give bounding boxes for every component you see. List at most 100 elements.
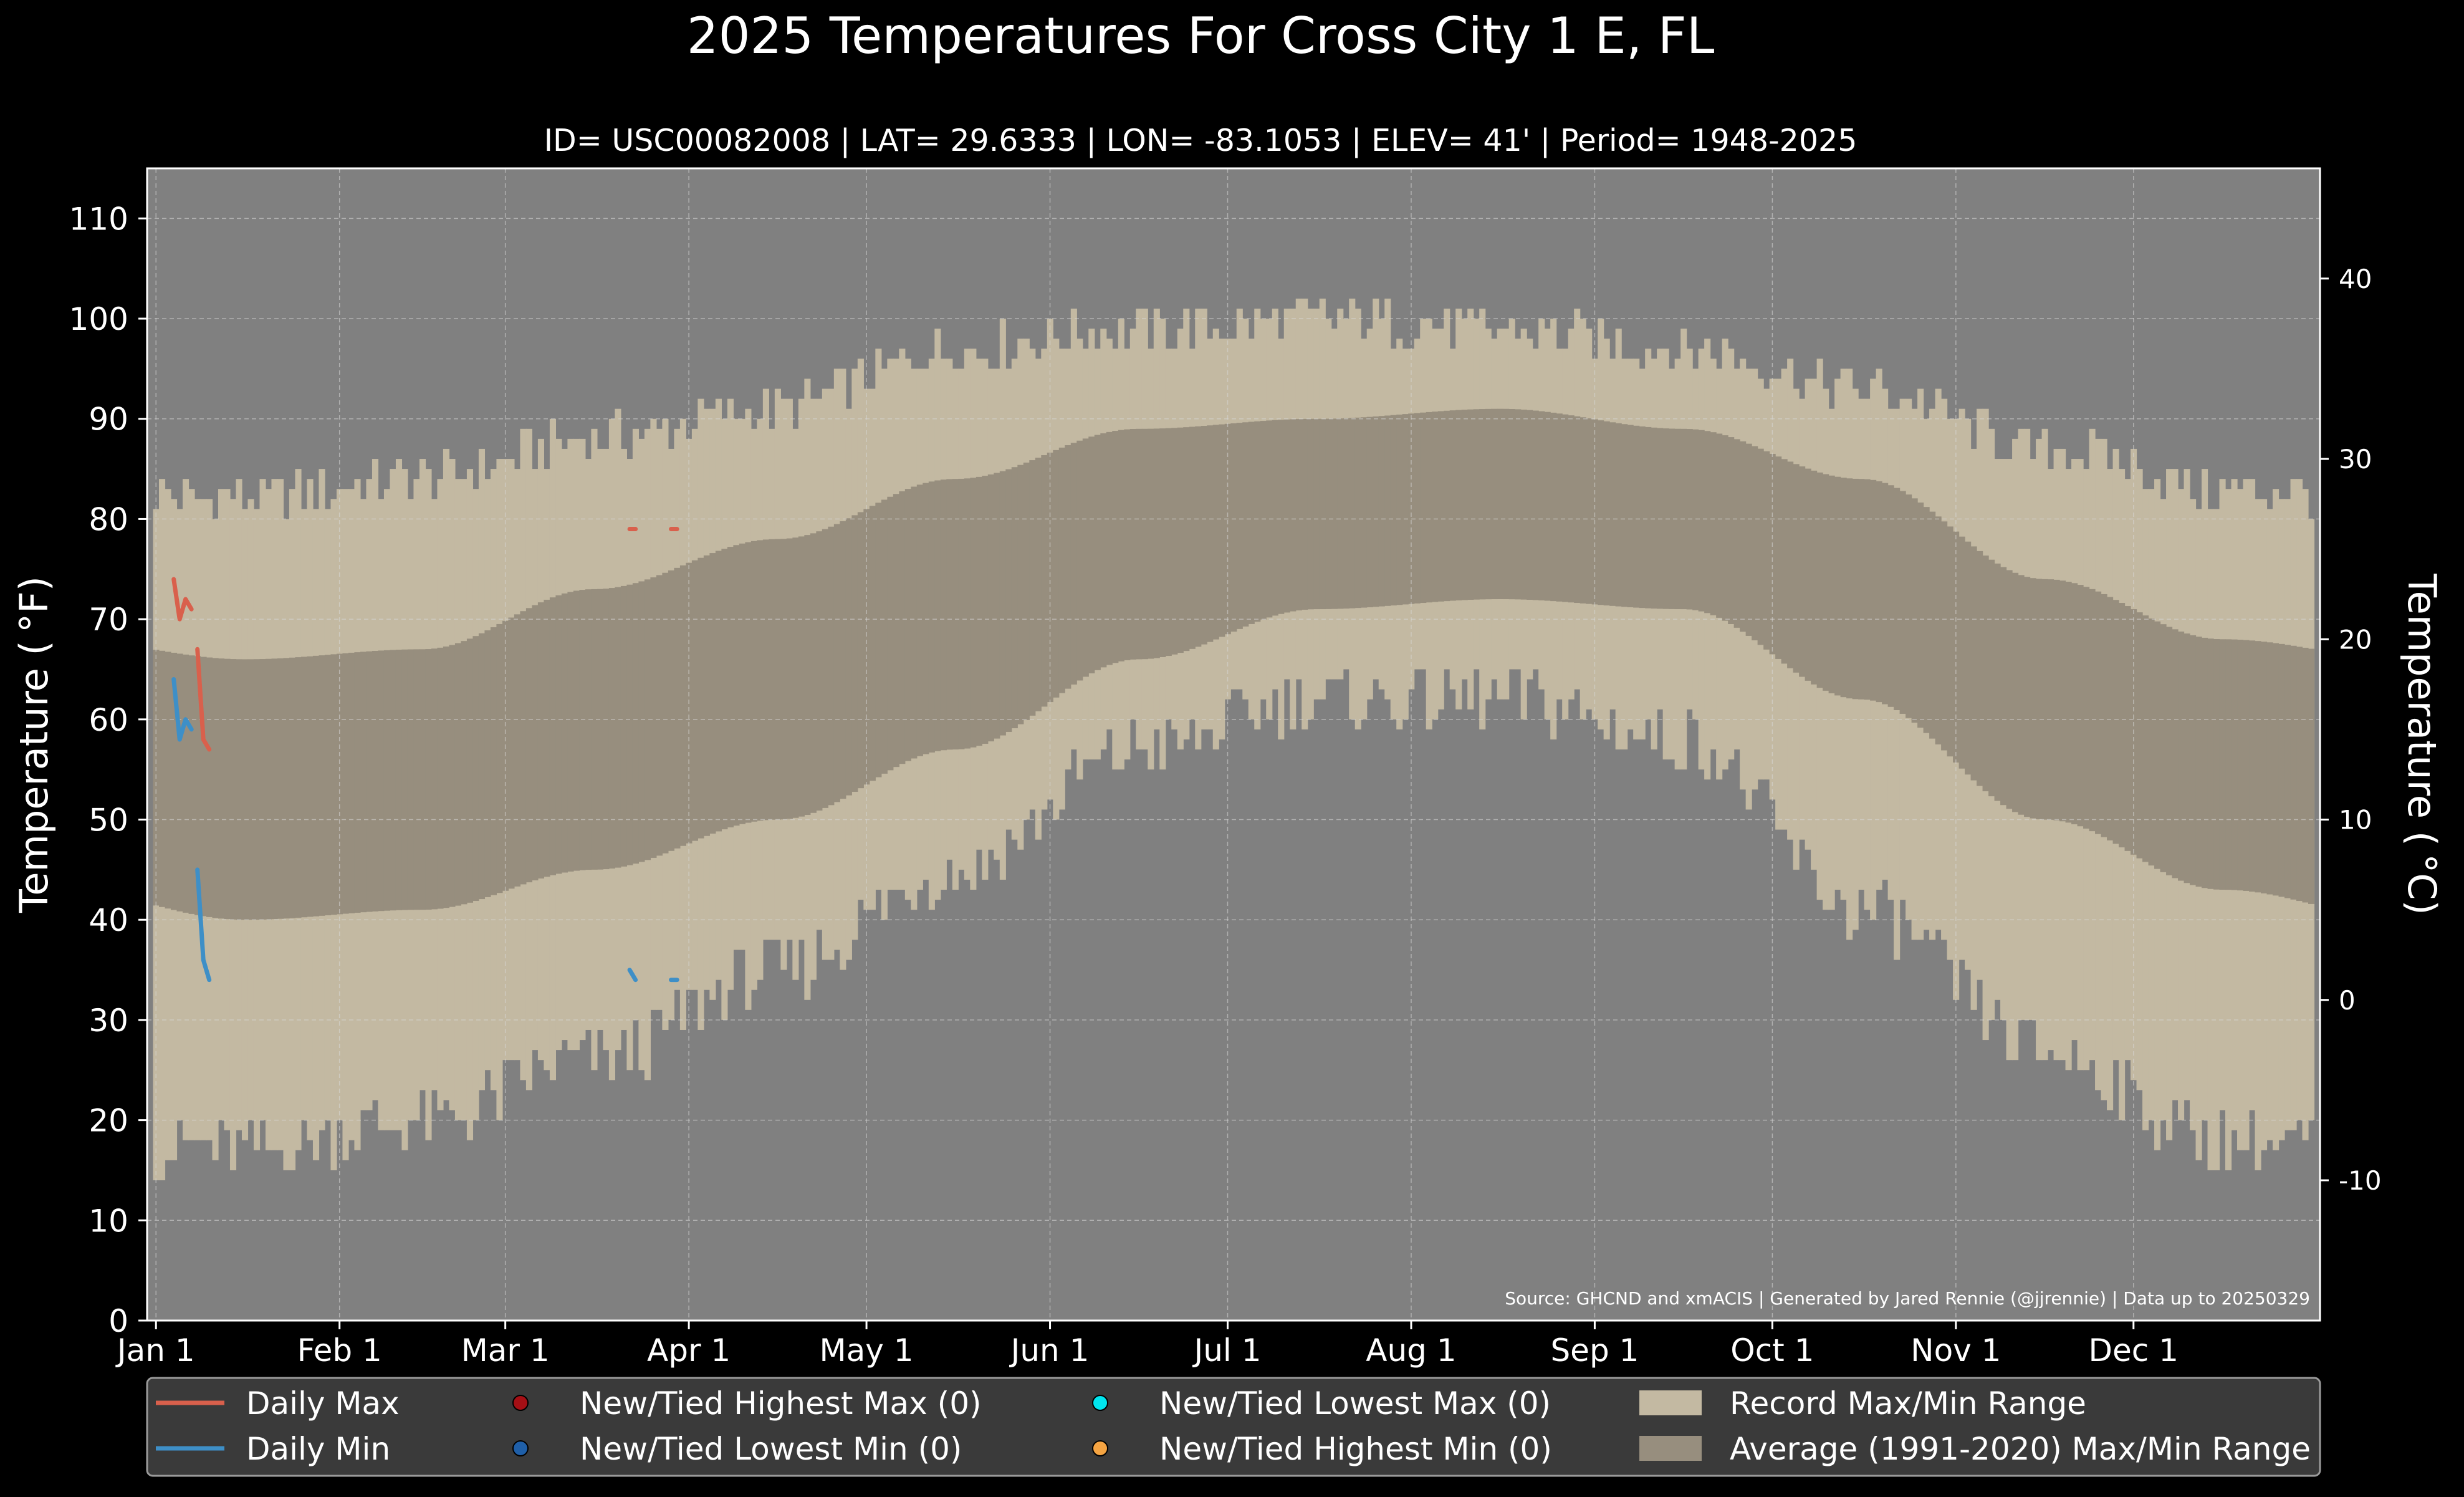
average-range-bar bbox=[1195, 426, 1202, 647]
average-range-bar bbox=[253, 659, 261, 920]
average-range-bar bbox=[437, 647, 444, 909]
average-range-bar bbox=[656, 575, 663, 856]
average-range-bar bbox=[182, 654, 189, 913]
average-range-bar bbox=[679, 565, 686, 846]
average-range-bar bbox=[2308, 648, 2315, 904]
y-tick-label: 0 bbox=[108, 1303, 128, 1339]
average-range-bar bbox=[804, 535, 811, 815]
average-range-bar bbox=[1538, 411, 1545, 600]
average-range-bar bbox=[1290, 419, 1297, 612]
average-range-bar bbox=[1011, 467, 1018, 728]
average-range-bar bbox=[1361, 417, 1368, 608]
average-range-bar bbox=[319, 655, 325, 916]
average-range-bar bbox=[1236, 423, 1243, 629]
average-range-bar bbox=[1272, 420, 1278, 616]
average-range-bars bbox=[153, 408, 2315, 920]
average-range-bar bbox=[200, 657, 207, 917]
average-range-bar bbox=[650, 577, 657, 858]
average-range-bar bbox=[247, 659, 254, 920]
legend-label: Daily Min bbox=[246, 1431, 390, 1467]
average-range-bar bbox=[573, 590, 580, 871]
average-range-bar bbox=[1100, 433, 1107, 668]
average-range-bar bbox=[851, 515, 858, 792]
average-range-bar bbox=[1479, 409, 1486, 600]
average-range-bar bbox=[1923, 507, 1930, 733]
average-range-bar bbox=[1325, 418, 1332, 609]
x-tick-label: Feb 1 bbox=[297, 1332, 382, 1369]
average-range-bar bbox=[1935, 516, 1942, 744]
average-range-bar bbox=[1426, 412, 1432, 603]
average-range-bar bbox=[2000, 567, 2007, 806]
average-range-bar bbox=[1917, 503, 1924, 728]
average-range-bar bbox=[425, 649, 432, 910]
average-range-bar bbox=[1136, 428, 1143, 660]
average-range-bar bbox=[1366, 416, 1373, 607]
average-range-bar bbox=[774, 539, 781, 820]
average-range-bar bbox=[1982, 556, 1989, 792]
average-range-bar bbox=[632, 583, 639, 864]
average-range-bar bbox=[461, 641, 467, 905]
average-range-bar bbox=[668, 570, 674, 851]
average-range-bar bbox=[2101, 594, 2107, 837]
average-range-bar bbox=[449, 645, 456, 907]
plot-area-frame bbox=[146, 167, 2321, 1322]
average-range-bar bbox=[229, 659, 237, 920]
average-range-bar bbox=[603, 589, 610, 870]
y-tick-label: 30 bbox=[89, 1003, 128, 1039]
average-range-bar bbox=[833, 524, 840, 802]
average-range-bar bbox=[899, 491, 906, 764]
average-range-bar bbox=[544, 599, 550, 877]
daily-min-line bbox=[195, 867, 212, 983]
average-range-bar bbox=[1953, 531, 1960, 763]
average-range-bar bbox=[1574, 416, 1581, 604]
average-range-bar bbox=[1254, 421, 1261, 622]
average-range-bar bbox=[2107, 597, 2114, 840]
average-range-bar bbox=[2213, 639, 2220, 890]
legend-marker-swatch bbox=[1092, 1440, 1108, 1456]
average-range-bar bbox=[1811, 470, 1818, 685]
average-range-bar bbox=[2172, 629, 2179, 878]
average-range-bar bbox=[1047, 452, 1053, 703]
y-right-tick-label: 10 bbox=[2339, 805, 2372, 835]
average-range-bar bbox=[2278, 643, 2285, 897]
average-range-bar bbox=[1183, 427, 1190, 652]
average-range-bar bbox=[1828, 475, 1835, 693]
average-range-bar bbox=[1390, 415, 1397, 606]
average-range-bar bbox=[2195, 637, 2202, 887]
daily-series bbox=[171, 527, 679, 983]
average-range-bar bbox=[2154, 621, 2161, 869]
average-range-bar bbox=[532, 605, 539, 880]
average-range-bar bbox=[620, 585, 627, 867]
average-range-bar bbox=[176, 653, 183, 912]
average-range-bar bbox=[1449, 410, 1456, 601]
average-range-bar bbox=[1621, 424, 1628, 607]
average-range-bar bbox=[1757, 448, 1764, 645]
average-range-bar bbox=[1058, 447, 1065, 693]
average-range-bar bbox=[484, 630, 491, 897]
average-range-bar bbox=[1852, 478, 1859, 700]
average-range-bar bbox=[2219, 639, 2226, 890]
average-range-bar bbox=[1965, 541, 1972, 775]
average-range-bar bbox=[1669, 428, 1675, 609]
average-range-bar bbox=[159, 650, 166, 907]
average-range-bar bbox=[2160, 624, 2167, 872]
average-range-bar bbox=[721, 549, 728, 830]
average-range-bar bbox=[454, 643, 462, 906]
average-range-bar bbox=[1603, 421, 1610, 606]
average-range-bar bbox=[300, 657, 308, 918]
average-range-bar bbox=[2059, 580, 2066, 822]
x-tick-label: Apr 1 bbox=[647, 1332, 731, 1369]
average-range-bar bbox=[383, 650, 391, 911]
average-range-bar bbox=[224, 658, 231, 920]
legend: Daily Max Daily Min New/Tied Highest Max (… bbox=[156, 1385, 2311, 1467]
average-range-bar bbox=[206, 657, 213, 917]
average-range-bar bbox=[1710, 432, 1717, 615]
average-range-bar bbox=[324, 655, 332, 916]
average-range-bar bbox=[259, 659, 266, 920]
average-range-bar bbox=[2041, 579, 2048, 820]
average-range-bar bbox=[1562, 414, 1569, 602]
average-range-bar bbox=[1461, 410, 1468, 600]
average-range-bar bbox=[2202, 637, 2208, 888]
average-range-bar bbox=[212, 658, 219, 918]
